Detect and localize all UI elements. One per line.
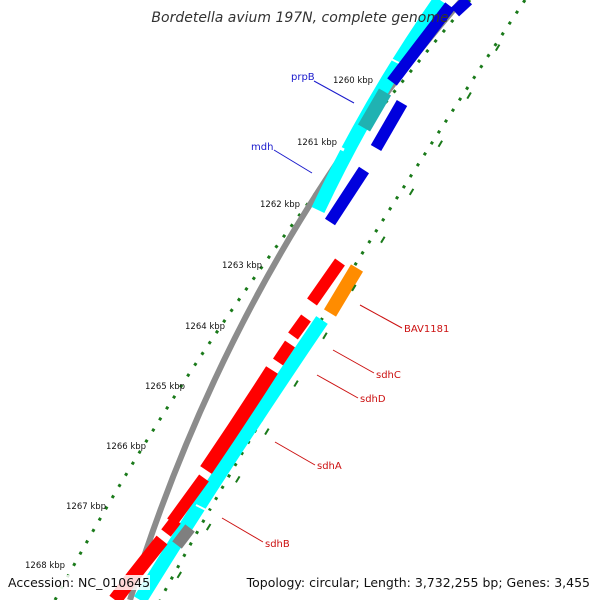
red-gene — [307, 258, 345, 306]
tick-label: 1264 kbp — [185, 322, 225, 332]
cyan-separator — [195, 504, 213, 514]
sdhB-callout-line — [221, 517, 264, 543]
gray-feature — [172, 524, 195, 549]
gene-label-prpB[interactable]: prpB — [291, 72, 315, 83]
tick-label: 1261 kbp — [297, 138, 337, 148]
tick-label: 1268 kbp — [25, 561, 65, 571]
bav1181-callout-line — [359, 304, 403, 329]
red-gene — [161, 516, 181, 537]
blue-gene — [370, 99, 408, 152]
gene-label-mdh[interactable]: mdh — [251, 142, 273, 153]
sdhA-callout-line — [274, 441, 316, 466]
red-gene — [109, 535, 168, 600]
inner-dotted-ring — [53, 0, 472, 600]
bav1181-gene — [323, 264, 364, 317]
genome-summary: Topology: circular; Length: 3,732,255 bp… — [246, 575, 590, 590]
cyan-separator — [327, 140, 345, 152]
gene-label-sdhC[interactable]: sdhC — [376, 370, 401, 381]
tick-label: 1265 kbp — [145, 382, 185, 392]
red-gene — [200, 366, 278, 474]
tick-label: 1262 kbp — [260, 200, 300, 210]
tick-label: 1260 kbp — [333, 76, 373, 86]
prpB-gene — [357, 88, 392, 132]
blue-gene — [450, 0, 473, 17]
mdh-callout-line — [273, 149, 313, 174]
tick-label: 1263 kbp — [222, 261, 262, 271]
red-gene — [273, 340, 295, 366]
gene-label-sdhA[interactable]: sdhA — [317, 461, 342, 472]
gene-label-sdhD[interactable]: sdhD — [360, 394, 386, 405]
blue-gene — [324, 166, 370, 226]
gene-label-sdhB[interactable]: sdhB — [265, 539, 290, 550]
map-title: Bordetella avium 197N, complete genome — [151, 10, 448, 26]
cyan-track-lower — [134, 316, 328, 600]
tick-label: 1267 kbp — [66, 502, 106, 512]
gene-label-bav1181[interactable]: BAV1181 — [404, 324, 449, 335]
sdhC-callout-line — [332, 349, 375, 374]
sdhD-callout-line — [316, 374, 359, 399]
prpB-callout-line — [313, 80, 355, 104]
red-gene — [288, 314, 311, 340]
accession-label: Accession: NC_010645 — [8, 575, 151, 590]
red-gene — [167, 474, 209, 526]
cyan-separator — [384, 55, 402, 65]
blue-gene — [387, 2, 455, 86]
tick-label: 1266 kbp — [106, 442, 146, 452]
